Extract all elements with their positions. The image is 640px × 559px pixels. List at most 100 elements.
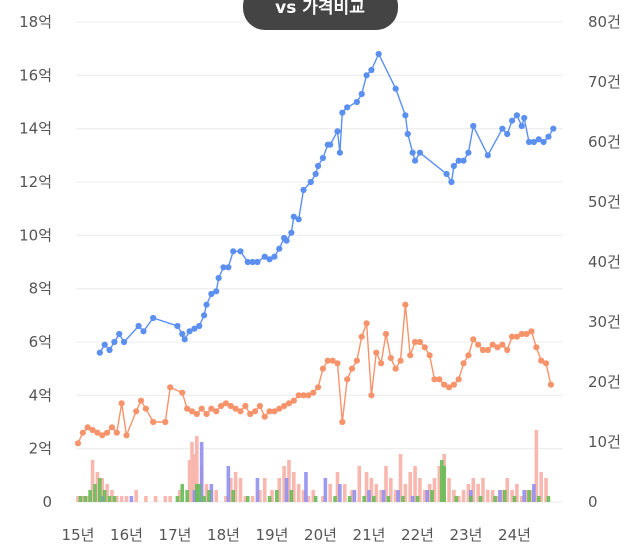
data-point-blue[interactable] <box>392 85 399 92</box>
data-point-blue[interactable] <box>411 157 419 164</box>
comparison-badge[interactable]: vs 가격비교 <box>243 0 398 30</box>
data-point-blue[interactable] <box>220 264 227 271</box>
data-point-orange[interactable] <box>108 424 116 431</box>
data-point-orange[interactable] <box>300 392 307 399</box>
data-point-blue[interactable] <box>484 152 491 159</box>
data-point-blue[interactable] <box>101 341 108 348</box>
data-point-blue[interactable] <box>213 288 220 295</box>
data-point-orange[interactable] <box>339 418 346 426</box>
data-point-blue[interactable] <box>230 248 237 255</box>
data-point-blue[interactable] <box>181 336 188 343</box>
data-point-blue[interactable] <box>404 130 411 138</box>
data-point-orange[interactable] <box>344 376 351 383</box>
data-point-orange[interactable] <box>416 338 424 346</box>
data-point-orange[interactable] <box>305 392 312 399</box>
data-point-blue[interactable] <box>276 245 283 252</box>
data-point-blue[interactable] <box>116 330 123 338</box>
data-point-orange[interactable] <box>431 376 438 383</box>
data-point-orange[interactable] <box>133 408 140 415</box>
data-point-orange[interactable] <box>513 333 521 340</box>
data-point-blue[interactable] <box>261 253 268 260</box>
data-point-orange[interactable] <box>94 429 101 436</box>
data-point-orange[interactable] <box>162 418 169 426</box>
data-point-blue[interactable] <box>358 90 365 98</box>
data-point-orange[interactable] <box>99 432 106 439</box>
data-point-orange[interactable] <box>508 333 516 340</box>
data-point-orange[interactable] <box>247 410 254 418</box>
data-point-orange[interactable] <box>118 400 125 407</box>
data-point-orange[interactable] <box>460 360 467 367</box>
data-point-blue[interactable] <box>504 130 511 138</box>
data-point-orange[interactable] <box>79 429 86 436</box>
data-point-blue[interactable] <box>344 104 351 111</box>
data-point-blue[interactable] <box>353 98 360 106</box>
data-point-blue[interactable] <box>300 186 307 194</box>
data-point-blue[interactable] <box>535 136 542 143</box>
data-point-orange[interactable] <box>445 384 453 391</box>
data-point-orange[interactable] <box>436 376 443 383</box>
data-point-orange[interactable] <box>504 346 511 354</box>
data-point-orange[interactable] <box>227 402 234 410</box>
data-point-orange[interactable] <box>542 360 550 367</box>
data-point-orange[interactable] <box>137 397 145 404</box>
data-point-blue[interactable] <box>448 178 455 186</box>
data-point-blue[interactable] <box>174 322 181 330</box>
data-point-blue[interactable] <box>244 258 251 266</box>
data-point-blue[interactable] <box>237 248 244 255</box>
data-point-blue[interactable] <box>545 133 552 140</box>
data-point-orange[interactable] <box>450 381 457 388</box>
data-point-blue[interactable] <box>312 170 319 178</box>
data-point-orange[interactable] <box>256 402 263 410</box>
data-point-blue[interactable] <box>336 149 343 156</box>
data-point-orange[interactable] <box>123 432 130 439</box>
data-point-orange[interactable] <box>455 376 462 383</box>
data-point-blue[interactable] <box>271 253 278 260</box>
data-point-blue[interactable] <box>518 122 525 130</box>
data-point-orange[interactable] <box>402 301 409 308</box>
data-point-orange[interactable] <box>421 344 428 351</box>
data-point-blue[interactable] <box>465 149 472 156</box>
data-point-orange[interactable] <box>475 341 482 348</box>
data-point-blue[interactable] <box>499 125 506 132</box>
data-point-blue[interactable] <box>375 50 382 58</box>
data-point-orange[interactable] <box>484 346 491 354</box>
data-point-blue[interactable] <box>521 114 528 122</box>
data-point-orange[interactable] <box>89 426 96 434</box>
data-point-orange[interactable] <box>407 352 414 359</box>
data-point-orange[interactable] <box>113 429 120 436</box>
data-point-blue[interactable] <box>249 258 256 266</box>
data-point-orange[interactable] <box>208 405 215 412</box>
data-point-orange[interactable] <box>373 349 380 356</box>
data-point-orange[interactable] <box>142 405 149 412</box>
data-point-orange[interactable] <box>547 381 554 388</box>
data-point-orange[interactable] <box>276 405 283 412</box>
data-point-blue[interactable] <box>208 290 215 298</box>
data-point-orange[interactable] <box>150 418 157 426</box>
data-point-blue[interactable] <box>416 149 424 156</box>
data-point-orange[interactable] <box>470 336 477 343</box>
data-point-orange[interactable] <box>242 402 249 410</box>
data-point-blue[interactable] <box>334 128 341 135</box>
data-point-orange[interactable] <box>392 365 399 372</box>
data-point-orange[interactable] <box>368 392 375 399</box>
data-point-blue[interactable] <box>327 141 334 148</box>
data-point-blue[interactable] <box>363 72 370 79</box>
data-point-orange[interactable] <box>324 357 331 364</box>
data-point-blue[interactable] <box>525 138 533 146</box>
data-point-orange[interactable] <box>358 333 365 340</box>
data-point-orange[interactable] <box>261 413 268 420</box>
data-point-orange[interactable] <box>533 344 540 351</box>
data-point-orange[interactable] <box>281 402 288 410</box>
data-point-blue[interactable] <box>288 229 295 236</box>
data-point-orange[interactable] <box>188 408 196 415</box>
data-point-blue[interactable] <box>339 109 346 116</box>
data-point-orange[interactable] <box>528 328 535 335</box>
data-point-orange[interactable] <box>84 424 91 431</box>
data-point-blue[interactable] <box>120 338 128 346</box>
data-point-orange[interactable] <box>295 392 302 399</box>
data-point-orange[interactable] <box>237 408 244 415</box>
data-point-blue[interactable] <box>111 338 118 346</box>
data-point-orange[interactable] <box>334 360 341 367</box>
data-point-orange[interactable] <box>523 330 530 338</box>
data-point-blue[interactable] <box>283 237 290 244</box>
